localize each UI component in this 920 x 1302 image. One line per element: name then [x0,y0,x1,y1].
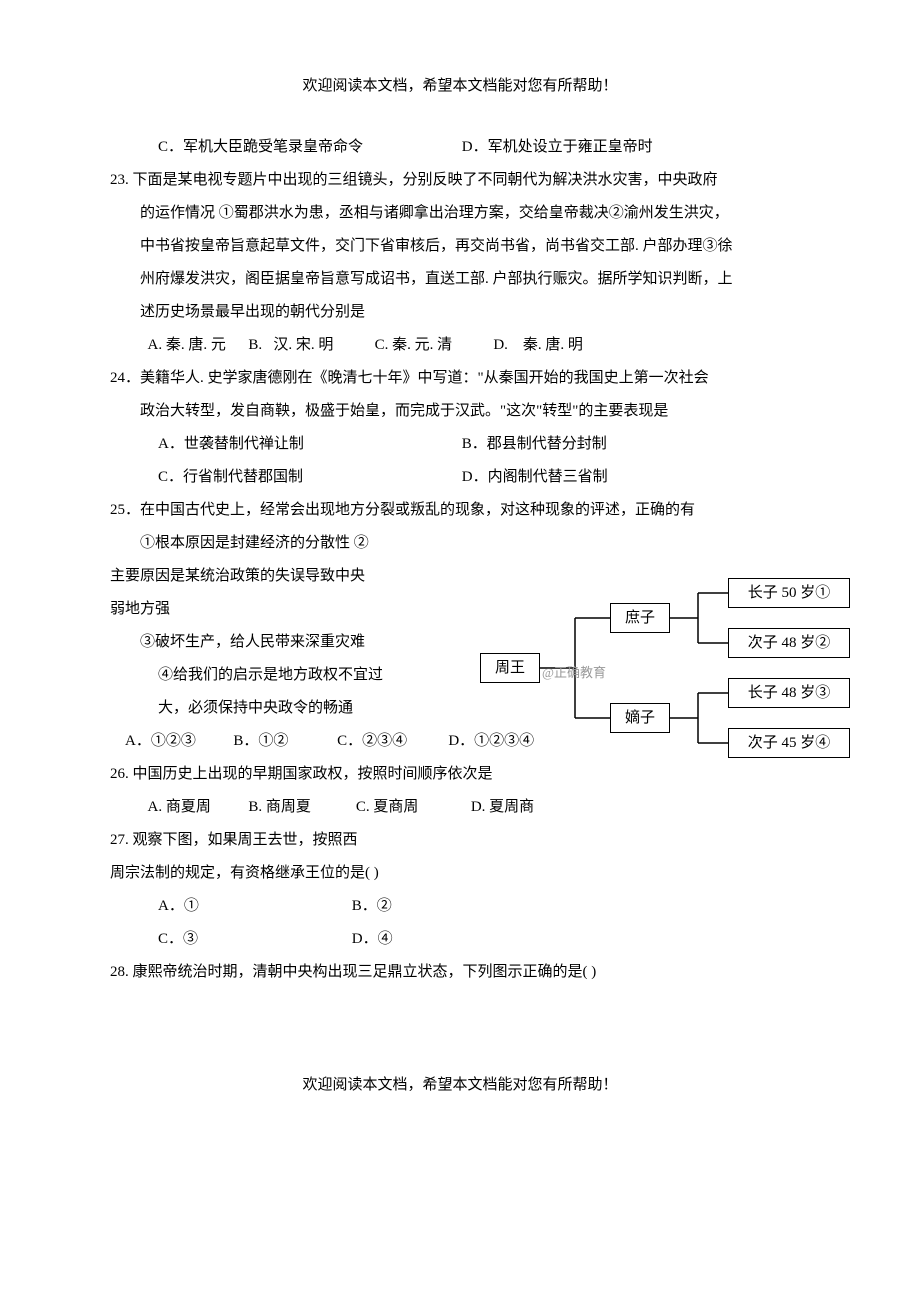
content-area: C．军机大臣跪受笔录皇帝命令 D．军机处设立于雍正皇帝时 23. 下面是某电视专… [110,131,810,989]
footer: 欢迎阅读本文档，希望本文档能对您有所帮助！ [110,1069,810,1102]
node-leaf-3: 长子 48 岁③ [728,678,850,708]
q28-stem: 28. 康熙帝统治时期，清朝中央构出现三足鼎立状态，下列图示正确的是( ) [110,956,810,989]
q25-opt3: ③破坏生产，给人民带来深重灾难 [110,626,450,659]
q23-options: A. 秦. 唐. 元 B. 汉. 宋. 明 C. 秦. 元. 清 D. 秦. 唐… [110,329,810,362]
q27-opt-c: C．③ [158,923,348,956]
q24-opt-d: D．内阁制代替三省制 [462,469,608,485]
q23-stem-3: 中书省按皇帝旨意起草文件，交门下省审核后，再交尚书省，尚书省交工部. 户部办理③… [110,230,810,263]
q24-options-ab: A．世袭替制代禅让制 B．郡县制代替分封制 [110,428,810,461]
q22-options-cd: C．军机大臣跪受笔录皇帝命令 D．军机处设立于雍正皇帝时 [110,131,810,164]
q27-stem-2: 周宗法制的规定，有资格继承王位的是( ) [110,857,810,890]
q26-options: A. 商夏周 B. 商周夏 C. 夏商周 D. 夏周商 [110,791,810,824]
node-mid-dizi: 嫡子 [610,703,670,733]
node-mid-shuzi: 庶子 [610,603,670,633]
q25-opt1c: 弱地方强 [110,593,450,626]
q22-opt-d: D．军机处设立于雍正皇帝时 [462,139,653,155]
q24-opt-c: C．行省制代替郡国制 [158,461,458,494]
q24-options-cd: C．行省制代替郡国制 D．内阁制代替三省制 [110,461,810,494]
header: 欢迎阅读本文档，希望本文档能对您有所帮助！ [110,70,810,103]
node-leaf-2: 次子 48 岁② [728,628,850,658]
q25-opt4a: ④给我们的启示是地方政权不宜过 [110,659,450,692]
q27-opt-d: D．④ [352,931,393,947]
succession-diagram: 周王 @正确教育 庶子 嫡子 长子 50 岁① 次子 48 岁② 长子 48 岁… [480,573,860,763]
q25-opt1b: 主要原因是某统治政策的失误导致中央 [110,560,450,593]
q23-stem-1: 23. 下面是某电视专题片中出现的三组镜头，分别反映了不同朝代为解决洪水灾害，中… [110,164,810,197]
q27-opt-b: B．② [352,898,392,914]
q23-stem-5: 述历史场景最早出现的朝代分别是 [110,296,810,329]
q25-opt1a: ①根本原因是封建经济的分散性 ② [110,527,450,560]
node-root: 周王 [480,653,540,683]
q23-stem-2: 的运作情况 ①蜀郡洪水为患，丞相与诸卿拿出治理方案，交给皇帝裁决②渝州发生洪灾， [110,197,810,230]
q24-stem-2: 政治大转型，发自商鞅，极盛于始皇，而完成于汉武。"这次"转型"的主要表现是 [110,395,810,428]
q25-stem-1: 25．在中国古代史上，经常会出现地方分裂或叛乱的现象，对这种现象的评述，正确的有 [110,494,810,527]
q24-opt-b: B．郡县制代替分封制 [462,436,607,452]
q24-opt-a: A．世袭替制代禅让制 [158,428,458,461]
q27-options-cd: C．③ D．④ [110,923,810,956]
node-leaf-4: 次子 45 岁④ [728,728,850,758]
node-leaf-1: 长子 50 岁① [728,578,850,608]
q27-options-ab: A．① B．② [110,890,810,923]
q27-opt-a: A．① [158,890,348,923]
q23-stem-4: 州府爆发洪灾，阁臣据皇帝旨意写成诏书，直送工部. 户部执行赈灾。据所学知识判断，… [110,263,810,296]
q22-opt-c: C．军机大臣跪受笔录皇帝命令 [158,131,458,164]
q25-opt4b: 大，必须保持中央政令的畅通 [110,692,450,725]
q27-stem-1: 27. 观察下图，如果周王去世，按照西 [110,824,810,857]
q24-stem-1: 24．美籍华人. 史学家唐德刚在《晚清七十年》中写道："从秦国开始的我国史上第一… [110,362,810,395]
